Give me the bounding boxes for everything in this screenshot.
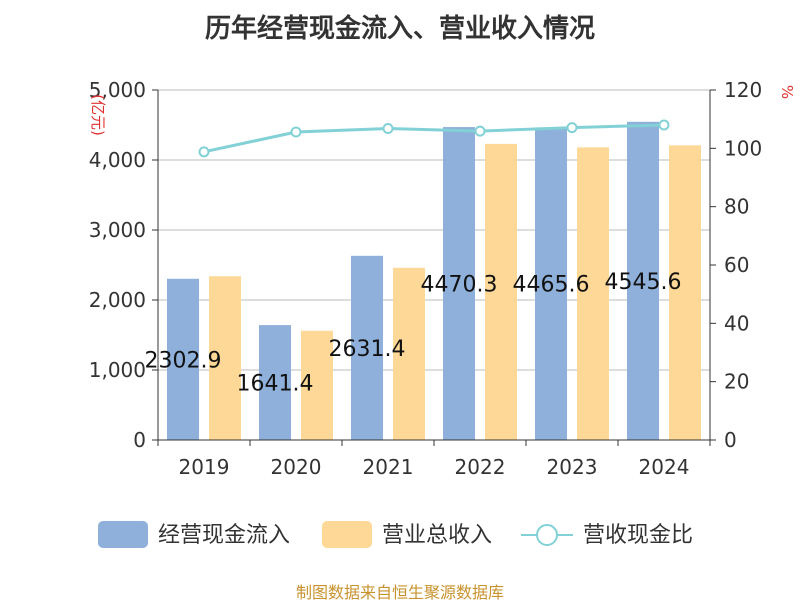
x-tick-label: 2020	[271, 455, 322, 479]
legend-marker	[536, 524, 558, 546]
chart-title: 历年经营现金流入、营业收入情况	[204, 14, 595, 44]
ratio-point	[658, 119, 670, 131]
y-left-tick-label: 3,000	[89, 218, 146, 242]
bar-cash-inflow	[259, 325, 291, 440]
x-tick-label: 2019	[179, 455, 230, 479]
data-label: 4545.6	[605, 270, 682, 295]
ratio-line-path	[203, 123, 665, 154]
y-left-tick-label: 2,000	[89, 288, 146, 312]
y-right-tick-label: 20	[724, 370, 749, 394]
ratio-point	[198, 146, 210, 158]
ratio-line	[198, 119, 670, 158]
bar-revenue	[577, 147, 609, 440]
y-right-tick-label: 60	[724, 253, 749, 277]
axes: 0 1,000 2,000 3,000 4,000 5,000 0 20 40 60 80 100 12…	[89, 78, 796, 479]
y-right-tick-label: 120	[724, 78, 762, 102]
bar-cash-inflow	[443, 127, 475, 440]
data-label: 4470.3	[421, 273, 498, 298]
legend-label: 营收现金比	[583, 523, 693, 548]
ratio-point	[382, 123, 394, 134]
data-label: 2631.4	[329, 337, 406, 362]
bar-cash-inflow	[351, 255, 383, 440]
legend: 经营现金流入 营业总收入 营收现金比	[98, 521, 693, 548]
x-tick-label: 2024	[639, 455, 690, 479]
data-labels: 2302.9 1641.4 2631.4 4470.3 4465.6 4545.6	[145, 270, 682, 397]
y-right-tick-label: 80	[724, 195, 749, 219]
data-label: 1641.4	[237, 372, 314, 397]
bar-revenue	[209, 276, 241, 440]
y-right-tick-label: 100	[724, 136, 762, 160]
bar-cash-inflow	[167, 278, 199, 440]
bars	[167, 121, 701, 441]
bar-revenue	[669, 145, 701, 441]
y-left-tick-label: 1,000	[89, 358, 146, 382]
bar-cash-inflow	[627, 121, 659, 441]
data-label: 2302.9	[145, 348, 222, 373]
legend-swatch	[322, 521, 372, 548]
legend-label: 经营现金流入	[158, 523, 290, 548]
ratio-point	[290, 126, 302, 138]
ratio-point	[566, 122, 578, 134]
legend-swatch	[98, 521, 148, 548]
ratio-point	[474, 125, 486, 137]
bar-cash-inflow	[535, 127, 567, 441]
x-tick-label: 2022	[455, 455, 506, 479]
legend-label: 营业总收入	[382, 523, 492, 548]
y-left-tick-label: 0	[133, 428, 146, 452]
bar-revenue	[301, 330, 333, 440]
x-tick-label: 2023	[547, 455, 598, 479]
data-label: 4465.6	[513, 273, 590, 298]
bar-revenue	[393, 267, 425, 440]
y-left-tick-label: 5,000	[89, 78, 146, 102]
grid-lines	[158, 89, 710, 371]
y-left-unit-label: (亿元)	[89, 94, 107, 136]
bar-revenue	[485, 143, 517, 440]
x-tick-label: 2021	[363, 455, 414, 479]
y-right-unit-label: %	[778, 85, 796, 99]
y-right-tick-label: 40	[724, 311, 749, 335]
source-footer: 制图数据来自恒生聚源数据库	[295, 583, 504, 602]
y-left-tick-label: 4,000	[89, 148, 146, 172]
y-right-tick-label: 0	[724, 428, 737, 452]
